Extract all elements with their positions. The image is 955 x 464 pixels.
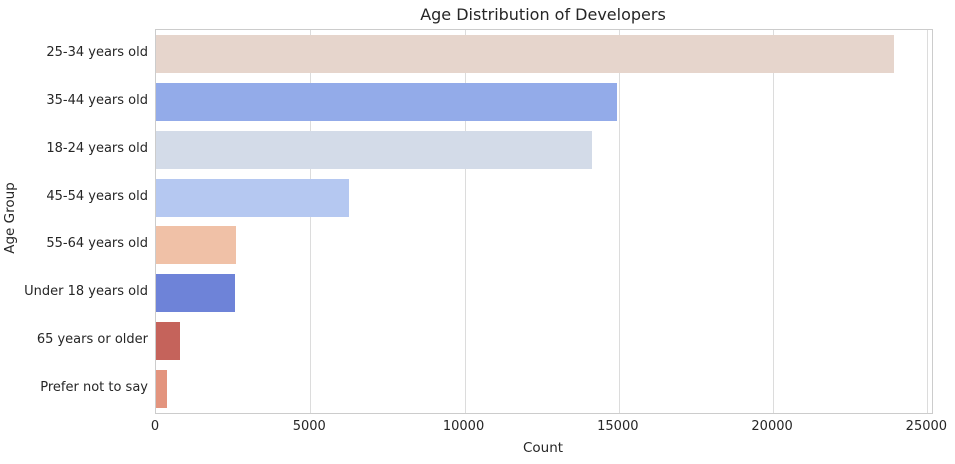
grid-line bbox=[618, 30, 620, 413]
grid-line bbox=[773, 30, 775, 413]
bar-18-24-years-old bbox=[156, 130, 592, 169]
grid-line bbox=[464, 30, 466, 413]
x-tick-label: 25000 bbox=[905, 419, 948, 434]
bar-35-44-years-old bbox=[156, 82, 617, 121]
grid-line bbox=[927, 30, 929, 413]
y-tick-label: Under 18 years old bbox=[24, 284, 148, 300]
x-tick-label: 20000 bbox=[751, 419, 793, 434]
y-tick-label: 18-24 years old bbox=[46, 140, 148, 156]
plot-area bbox=[155, 29, 933, 414]
bar-prefer-not-to-say bbox=[156, 370, 167, 409]
bar-45-54-years-old bbox=[156, 178, 349, 217]
y-tick-label: 65 years or older bbox=[36, 332, 148, 348]
y-tick-label: 45-54 years old bbox=[46, 188, 148, 204]
x-tick-label: 15000 bbox=[597, 419, 639, 434]
bar-55-64-years-old bbox=[156, 226, 236, 265]
x-tick-label: 0 bbox=[150, 419, 160, 434]
x-axis-label: Count bbox=[522, 440, 564, 456]
y-tick-label: 35-44 years old bbox=[46, 92, 148, 108]
y-tick-label: 25-34 years old bbox=[46, 44, 148, 60]
bar-65-years-or-older bbox=[156, 322, 181, 361]
bar-25-34-years-old bbox=[156, 34, 895, 73]
bar-under-18-years-old bbox=[156, 274, 236, 313]
chart-title: Age Distribution of Developers bbox=[420, 5, 666, 24]
x-tick-label: 10000 bbox=[442, 419, 485, 434]
y-tick-label: 55-64 years old bbox=[46, 236, 148, 252]
y-tick-label: Prefer not to say bbox=[40, 380, 148, 396]
x-tick-label: 5000 bbox=[292, 419, 326, 434]
grid-line bbox=[310, 30, 312, 413]
